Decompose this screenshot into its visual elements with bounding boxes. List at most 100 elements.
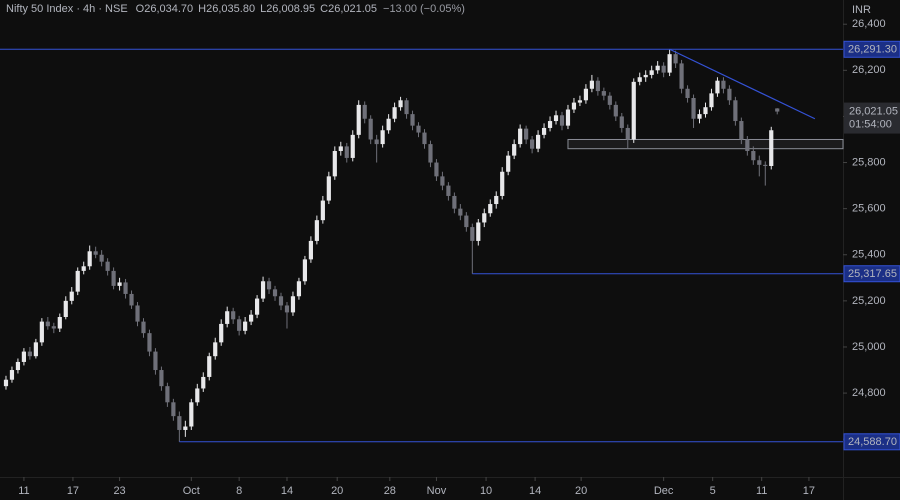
candle-body xyxy=(673,54,678,64)
support-zone xyxy=(567,138,844,150)
candle-body xyxy=(290,296,296,313)
candle-body xyxy=(541,127,547,135)
symbol-title: Nifty 50 Index · 4h · NSE xyxy=(6,3,128,15)
candle-body xyxy=(386,118,391,131)
candle-body xyxy=(530,139,535,149)
candle-body xyxy=(470,227,475,241)
change: −13.00 (−0.05%) xyxy=(383,3,465,15)
x-tick-label: 11 xyxy=(18,485,29,497)
ohlc-text: 26,034.70 xyxy=(144,3,193,15)
candle-body xyxy=(440,176,445,186)
candle-body xyxy=(631,81,636,140)
candle-body xyxy=(207,356,212,377)
candle-body xyxy=(434,162,439,177)
candle-body xyxy=(284,305,290,313)
candle-body xyxy=(655,65,660,71)
candle-body xyxy=(296,281,302,297)
x-tick-label: Nov xyxy=(427,485,447,497)
candle-body xyxy=(153,351,158,371)
candle-body xyxy=(87,251,92,267)
candle-body xyxy=(428,144,433,163)
candle-body xyxy=(314,220,319,241)
x-tick-label: 14 xyxy=(529,485,541,497)
candle-body xyxy=(410,114,415,126)
trendline xyxy=(669,48,816,120)
x-tick-label: Oct xyxy=(183,485,200,497)
candle-body xyxy=(243,321,248,331)
candle-body xyxy=(9,370,15,380)
level-label: 24,588.70 xyxy=(848,436,897,448)
ohlc-text: 26,021.05 xyxy=(328,3,377,15)
candle-body xyxy=(547,121,553,128)
candle-body xyxy=(518,128,523,145)
candle-body xyxy=(105,261,110,271)
candle-body xyxy=(308,240,313,260)
candle-body xyxy=(751,151,756,161)
level-label-box xyxy=(843,265,900,283)
candle-body xyxy=(111,270,116,286)
candle-body xyxy=(637,77,642,82)
candle-body xyxy=(452,195,457,209)
y-tick-label: 24,800 xyxy=(852,387,886,399)
candle-body xyxy=(380,130,385,145)
candle-body xyxy=(703,107,708,115)
candle-body xyxy=(362,104,367,119)
x-tick-label: 17 xyxy=(803,485,815,497)
countdown: 01:54:00 xyxy=(849,118,892,130)
candle-body xyxy=(589,80,594,89)
candle-body xyxy=(565,109,571,126)
candle-body xyxy=(476,222,481,241)
candle-body xyxy=(320,200,325,221)
candle-body xyxy=(69,291,74,301)
candle-body xyxy=(607,95,612,105)
candle-body xyxy=(649,70,654,75)
candle-body xyxy=(231,311,236,320)
x-tick-label: 28 xyxy=(384,485,396,497)
header: Nifty 50 Index · 4h · NSE O26,034.70 H26,0… xyxy=(6,3,465,15)
candle-body xyxy=(350,134,355,158)
currency: INR xyxy=(852,4,871,16)
last-price-box xyxy=(844,102,900,134)
candle-body xyxy=(398,100,403,108)
candle-body xyxy=(183,426,188,430)
candle-body xyxy=(219,323,224,343)
ohlc-text: 26,035.80 xyxy=(206,3,255,15)
candle-body xyxy=(344,146,349,158)
candle-body xyxy=(392,107,397,119)
x-tick-label: 14 xyxy=(281,485,293,497)
candle-body xyxy=(601,91,606,96)
ohlc-key: L xyxy=(260,3,266,15)
y-tick-label: 25,200 xyxy=(852,295,886,307)
candle-body xyxy=(27,351,32,357)
candle-body xyxy=(81,266,86,271)
ohlc-key: C xyxy=(320,3,328,15)
y-tick-label: 25,000 xyxy=(852,341,886,353)
candle-body xyxy=(272,289,278,297)
x-tick-label: 8 xyxy=(236,485,242,497)
candle-body xyxy=(661,65,666,73)
candle-body xyxy=(691,97,696,119)
candle-body xyxy=(494,195,499,205)
candle-body xyxy=(524,128,529,140)
candle-body xyxy=(332,151,337,177)
level-label: 26,291.30 xyxy=(848,44,897,56)
candle-body xyxy=(39,321,44,343)
candle-body xyxy=(583,88,589,101)
candle-body xyxy=(117,282,122,286)
candle-body xyxy=(147,333,152,352)
y-tick-label: 26,200 xyxy=(852,64,886,76)
candle-body xyxy=(21,351,27,362)
candle-body xyxy=(135,305,140,322)
candle-body xyxy=(129,293,134,306)
ohlc-text: 26,008.95 xyxy=(266,3,315,15)
candle-body xyxy=(57,317,62,329)
candle-body xyxy=(254,298,260,315)
candle-body xyxy=(338,146,343,152)
candle-body xyxy=(416,125,421,133)
candle-body xyxy=(374,139,379,145)
candle-body xyxy=(278,296,284,306)
candle-body xyxy=(763,164,768,166)
x-tick-label: Dec xyxy=(654,485,674,497)
candle-body xyxy=(75,270,80,292)
